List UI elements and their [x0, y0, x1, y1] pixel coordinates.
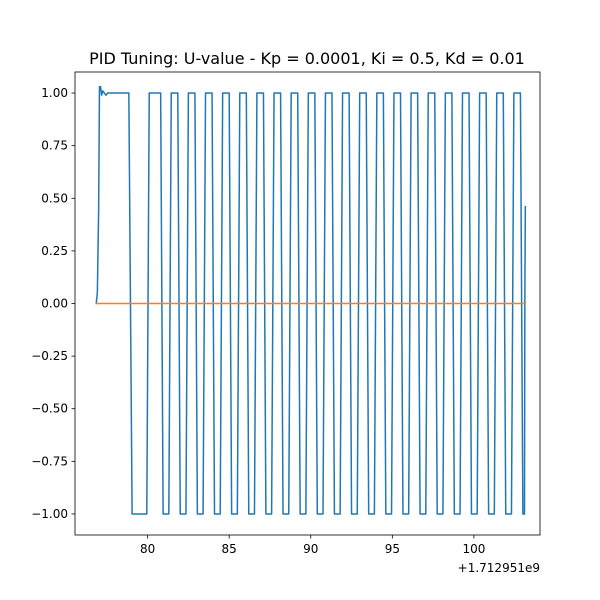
x-tick-label: 100 — [462, 542, 485, 556]
axes-frame — [74, 71, 541, 536]
y-tick-label: 0.00 — [41, 297, 68, 311]
y-tick-label: −0.75 — [31, 454, 68, 468]
y-tick-label: 1.00 — [41, 86, 68, 100]
x-tick-label: 90 — [303, 542, 318, 556]
x-tick-label: 95 — [385, 542, 400, 556]
x-offset-label: +1.712951e9 — [458, 561, 540, 575]
y-tick-label: 0.75 — [41, 139, 68, 153]
y-tick-label: −0.25 — [31, 349, 68, 363]
y-tick-label: 0.50 — [41, 191, 68, 205]
x-tick-label: 80 — [140, 542, 155, 556]
x-tick-label: 85 — [222, 542, 237, 556]
chart-title: PID Tuning: U-value - Kp = 0.0001, Ki = … — [89, 49, 525, 68]
plot-area: 80 85 90 95 100 1.00 0.75 0.50 0.25 0.00 −0.25 −0.5… — [31, 85, 527, 556]
y-tick-label: −1.00 — [31, 507, 68, 521]
y-tick-label: −0.50 — [31, 402, 68, 416]
y-tick-label: 0.25 — [41, 244, 68, 258]
